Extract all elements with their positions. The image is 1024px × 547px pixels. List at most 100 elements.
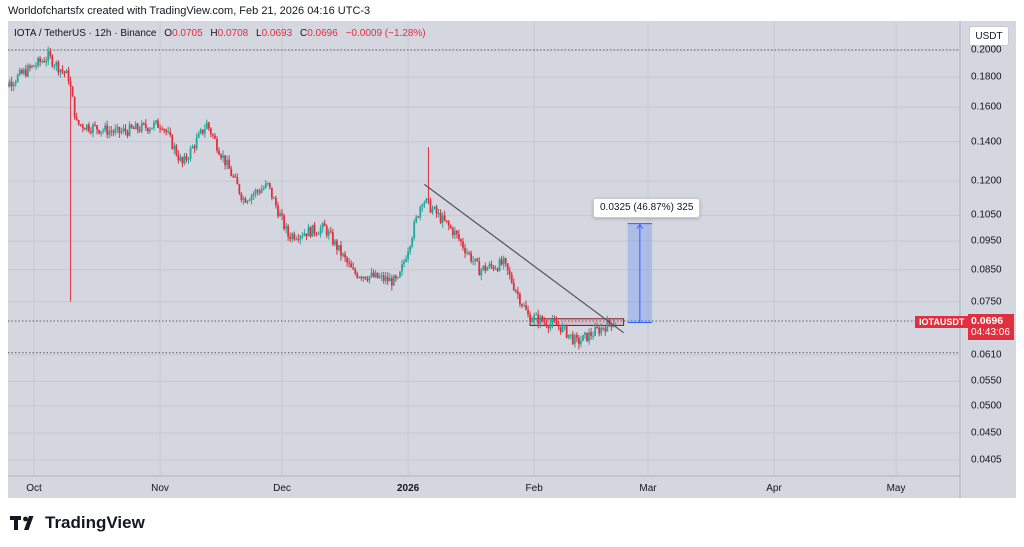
candle-body (14, 81, 17, 84)
candle-body (240, 193, 243, 200)
candle-body (340, 245, 342, 256)
candle-body (590, 332, 592, 336)
price-chart[interactable] (8, 21, 1016, 498)
candle-body (59, 69, 62, 73)
candle-body (73, 96, 76, 118)
candle-body (439, 212, 442, 223)
candle-body (212, 134, 214, 136)
candle-body (565, 325, 568, 338)
candle-body (372, 272, 375, 277)
candle-body (553, 319, 556, 322)
candle-body (500, 259, 503, 265)
chart-panel[interactable]: IOTA / TetherUS · 12h · Binance O0.0705 … (8, 21, 1016, 498)
candle-body (248, 200, 251, 202)
candle-body (506, 263, 509, 271)
candle-body (543, 321, 546, 323)
candle-body (224, 155, 227, 166)
candle-body (537, 314, 540, 324)
candle-body (163, 129, 166, 131)
candle-body (260, 189, 263, 193)
candle-body (480, 269, 483, 276)
candle-body (57, 61, 60, 73)
measurement-label[interactable]: 0.0325 (46.87%) 325 (593, 198, 701, 218)
candle-body (22, 69, 25, 74)
candle-body (358, 276, 361, 278)
candle-body (118, 126, 121, 133)
tradingview-logo-icon (10, 516, 34, 530)
candle-body (577, 337, 580, 345)
candle-body (307, 227, 310, 237)
candle-body (51, 55, 54, 67)
candle-body (514, 290, 517, 292)
candle-body (92, 124, 94, 133)
candle-body (567, 334, 570, 338)
last-price-tag: 0.0696 04:43:06 (968, 314, 1014, 340)
candle-body (466, 252, 468, 254)
candle-body (374, 272, 377, 277)
candle-body (256, 190, 259, 192)
candle-body (600, 327, 603, 334)
candle-body (244, 198, 247, 203)
candle-body (222, 155, 224, 158)
candle-body (83, 128, 86, 130)
candle-body (508, 270, 511, 275)
candle-body (606, 319, 609, 332)
logo-wordmark: TradingView (45, 513, 145, 532)
candle-body (201, 129, 204, 134)
candle-body (602, 327, 605, 329)
candle-body (370, 272, 373, 276)
bar-countdown: 04:43:06 (971, 327, 1010, 338)
candle-body (43, 61, 46, 63)
candle-body (104, 125, 107, 131)
candle-body (116, 126, 119, 129)
candle-body (336, 240, 338, 251)
candle-body (228, 159, 231, 169)
candle-body (130, 124, 133, 128)
symbol-info[interactable]: IOTA / TetherUS · 12h · Binance (14, 28, 157, 39)
candle-body (390, 277, 393, 286)
candle-body (207, 122, 210, 129)
candle-body (409, 246, 412, 252)
candle-body (291, 233, 294, 240)
candle-body (523, 305, 525, 307)
price-tick-label: 0.2000 (971, 44, 1002, 56)
candle-body (18, 69, 21, 75)
currency-unit-button[interactable]: USDT (969, 26, 1009, 46)
candle-body (175, 145, 178, 155)
candle-body (266, 182, 269, 184)
candle-body (191, 146, 194, 149)
close-label: C (299, 28, 308, 39)
candle-body (153, 122, 155, 128)
price-tick-label: 0.0405 (971, 454, 1002, 466)
candle-body (559, 326, 562, 332)
candle-body (362, 276, 365, 279)
candle-body (216, 138, 218, 151)
time-tick-label: Feb (525, 483, 543, 494)
candle-body (545, 322, 548, 327)
price-tick-label: 0.0610 (971, 349, 1002, 361)
candle-body (504, 258, 507, 264)
candle-body (148, 129, 151, 132)
candle-body (594, 326, 597, 336)
candle-body (124, 128, 127, 132)
candle-body (403, 261, 405, 265)
candle-body (10, 81, 13, 87)
candle-body (268, 182, 271, 188)
candle-body (81, 124, 84, 129)
candle-body (449, 225, 452, 229)
candle-body (388, 277, 391, 282)
candle-body (356, 273, 359, 278)
candle-body (529, 314, 531, 323)
low-value: 0.0693 (261, 28, 293, 39)
candle-body (512, 282, 515, 291)
candle-body (429, 199, 432, 213)
candle-body (571, 334, 574, 344)
candle-body (120, 131, 123, 133)
candle-body (462, 241, 464, 248)
candle-body (596, 326, 599, 328)
candle-body (441, 215, 444, 223)
candle-body (563, 325, 566, 327)
candle-body (311, 224, 314, 237)
candle-body (277, 205, 279, 217)
tradingview-logo[interactable]: TradingView (10, 512, 145, 534)
